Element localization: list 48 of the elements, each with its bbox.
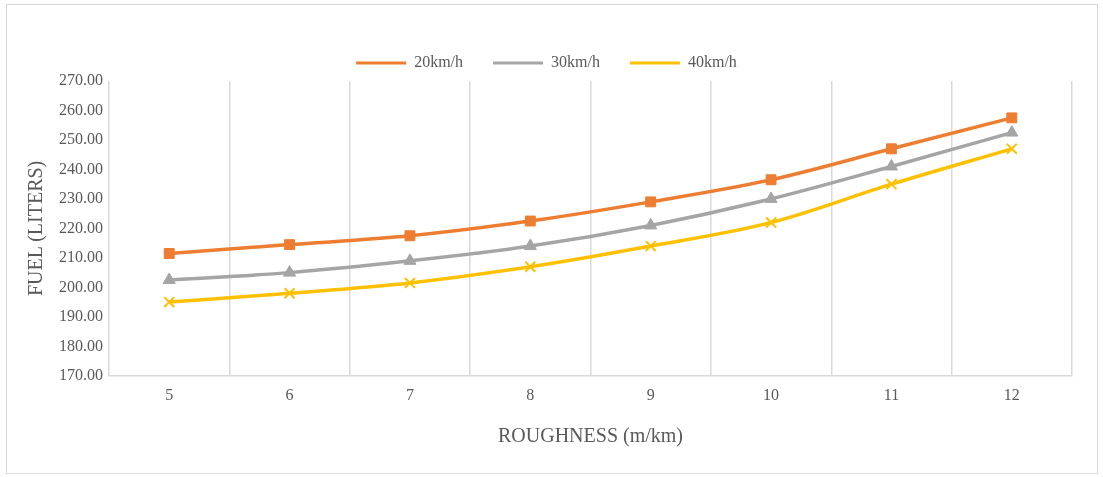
point	[1005, 142, 1018, 155]
x-tick-label: 11	[883, 385, 900, 403]
y-tick-label: 260.00	[59, 100, 103, 118]
point	[884, 158, 898, 171]
point	[523, 238, 537, 251]
x-tick-label: 12	[1003, 385, 1020, 403]
point	[765, 216, 778, 229]
x-tick-label: 7	[405, 385, 414, 403]
y-axis-title: FUEL (LITERS)	[24, 160, 48, 297]
point	[283, 287, 296, 300]
legend-label: 40km/h	[687, 53, 737, 71]
point	[404, 230, 416, 242]
x-axis-title: ROUGHNESS (m/km)	[497, 424, 684, 448]
y-tick-label: 270.00	[59, 71, 103, 89]
y-tick-label: 240.00	[59, 159, 103, 177]
y-tick-label: 230.00	[59, 189, 103, 207]
y-tick-label: 210.00	[59, 248, 103, 266]
y-tick-label: 190.00	[59, 307, 103, 325]
x-tick-label: 8	[526, 385, 535, 403]
point	[403, 276, 416, 289]
x-tick-label: 9	[646, 385, 655, 403]
y-tick-label: 200.00	[59, 277, 103, 295]
point	[764, 191, 778, 203]
legend-label: 20km/h	[414, 53, 464, 71]
point	[1005, 125, 1019, 137]
point	[885, 143, 897, 155]
point	[645, 196, 657, 208]
point	[162, 272, 176, 284]
point	[163, 296, 176, 309]
y-tick-label: 170.00	[59, 366, 103, 383]
x-tick-label: 6	[285, 385, 294, 403]
point	[283, 265, 297, 277]
y-tick-label: 180.00	[59, 336, 103, 354]
point	[1006, 112, 1018, 124]
point	[765, 174, 777, 186]
point	[163, 248, 175, 259]
point	[524, 260, 537, 273]
point	[644, 217, 658, 230]
point	[524, 215, 536, 227]
x-tick-label: 5	[165, 385, 174, 403]
point	[885, 178, 898, 191]
legend-label: 30km/h	[551, 53, 600, 71]
x-tick-label: 10	[763, 385, 780, 403]
point	[403, 253, 417, 265]
point	[644, 240, 657, 253]
point	[284, 239, 296, 251]
y-tick-label: 250.00	[59, 130, 103, 148]
y-tick-label: 220.00	[59, 218, 103, 236]
